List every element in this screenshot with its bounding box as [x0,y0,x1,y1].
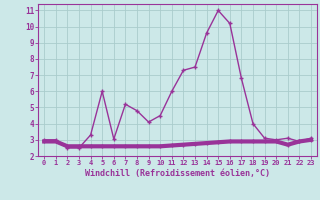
X-axis label: Windchill (Refroidissement éolien,°C): Windchill (Refroidissement éolien,°C) [85,169,270,178]
